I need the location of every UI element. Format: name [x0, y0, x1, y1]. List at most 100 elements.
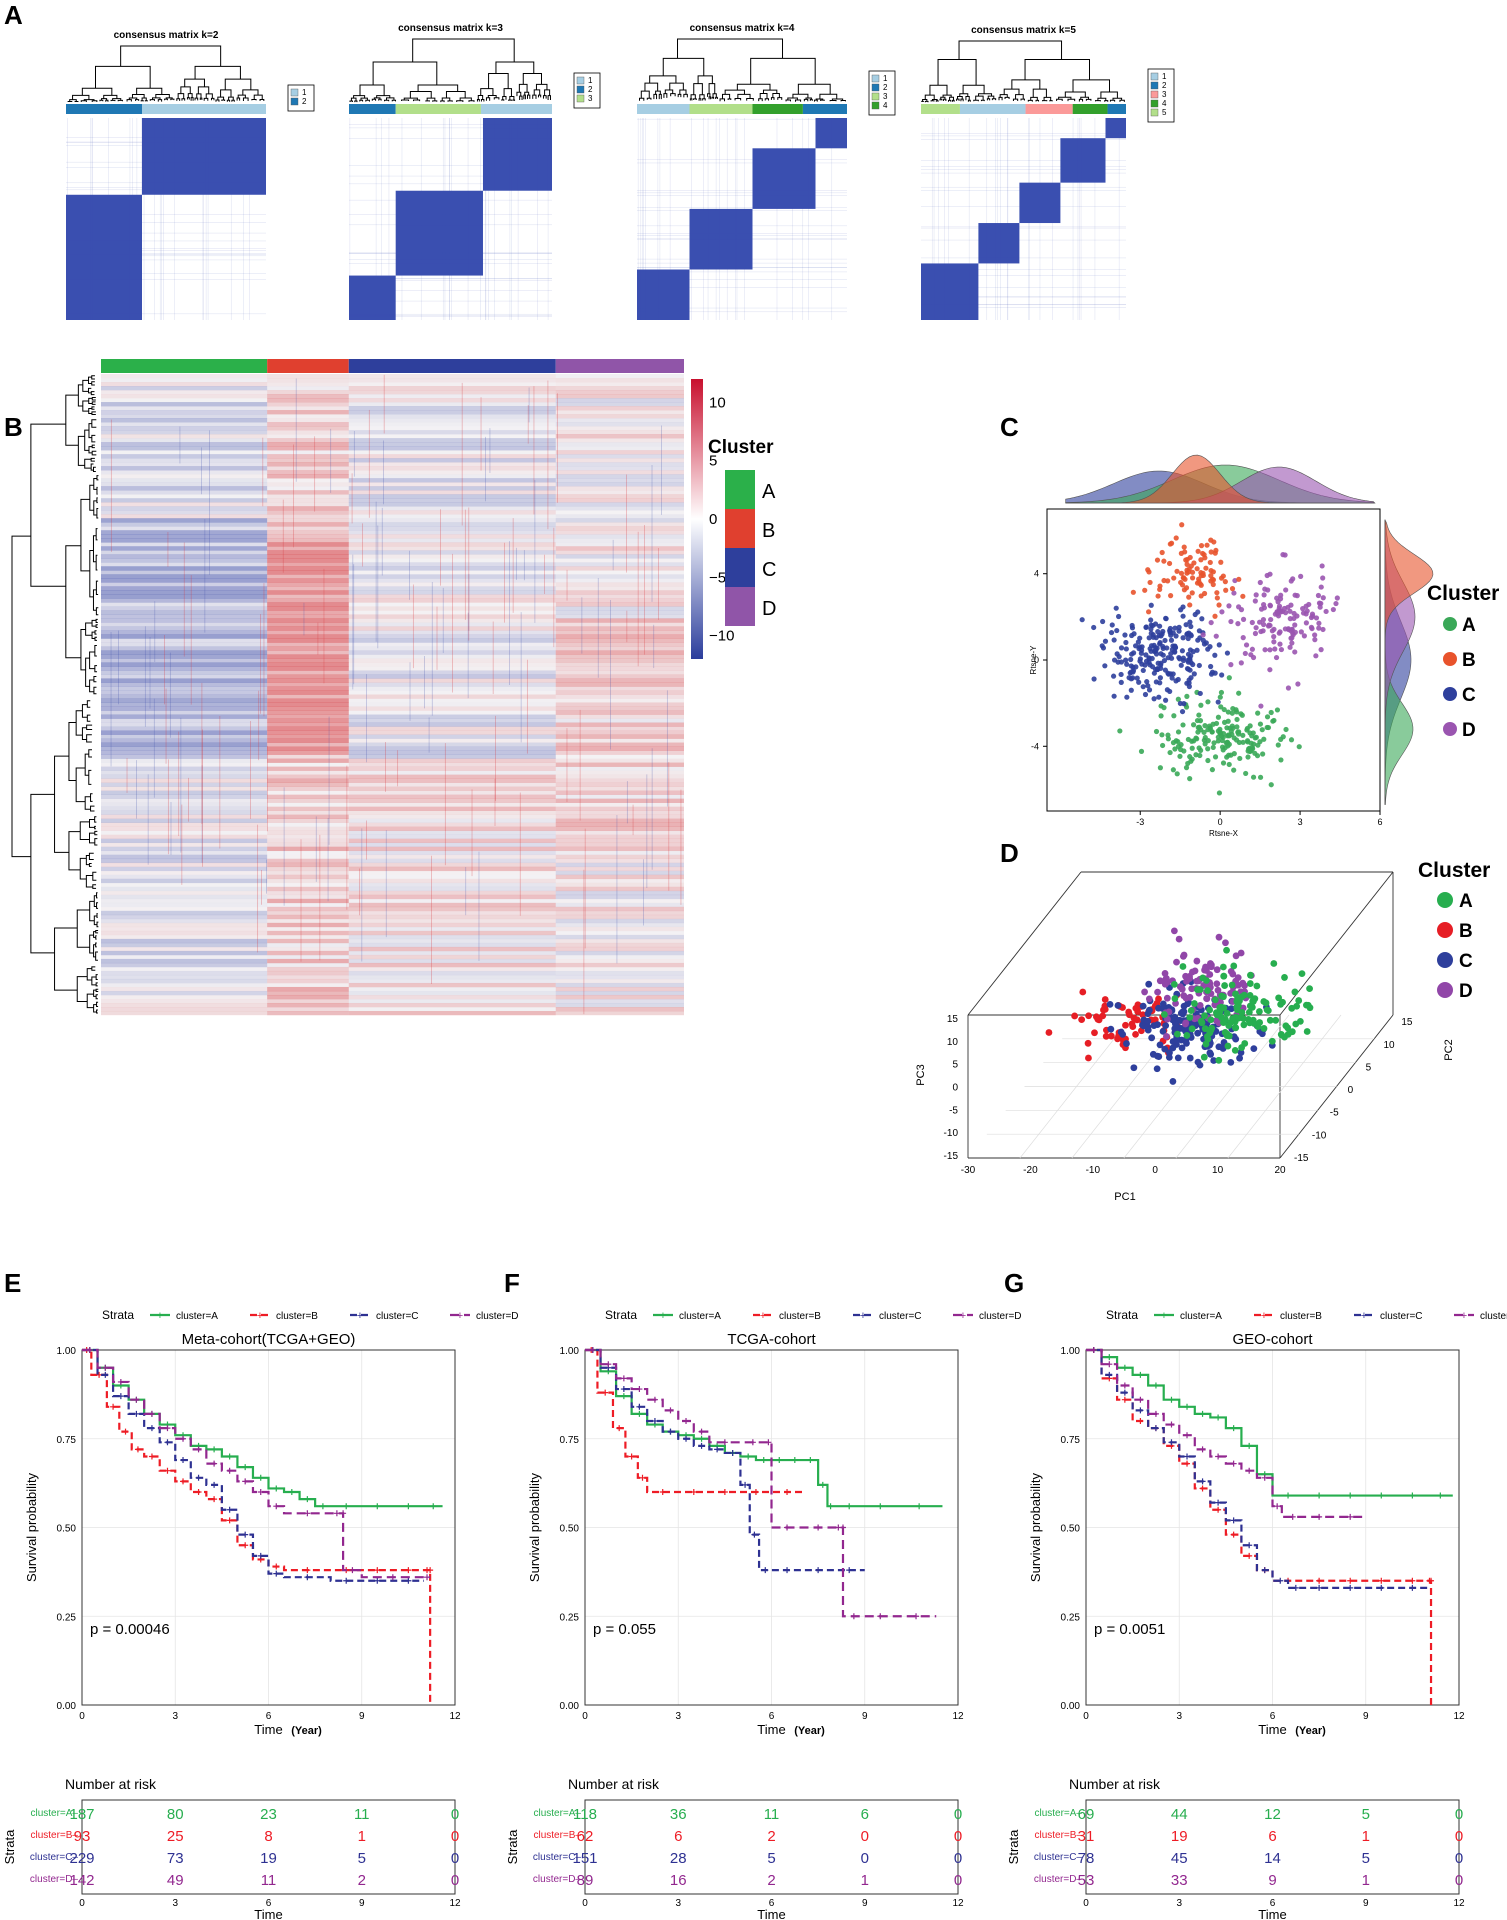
- heatmap-cell-row: [555, 654, 684, 659]
- heatmap-cell-row: [101, 995, 267, 999]
- tsne-point-D: [1200, 632, 1206, 638]
- row-dendrogram-branch: [96, 921, 99, 928]
- tsne-point-A: [1160, 742, 1166, 749]
- km-censor-mark: [1137, 1407, 1144, 1414]
- heatmap-cell-row: [267, 922, 349, 928]
- km-legend-label: cluster=C: [1380, 1311, 1423, 1322]
- tsne-point-D: [1323, 608, 1329, 615]
- panel-label-d: D: [1000, 838, 1019, 868]
- tsne-point-A: [1198, 702, 1204, 708]
- tsne-point-C: [1185, 657, 1191, 663]
- pca-point-A: [1220, 1004, 1227, 1012]
- tsne-point-B: [1236, 576, 1242, 582]
- tsne-point-A: [1271, 717, 1277, 724]
- heatmap-cell-row: [555, 882, 684, 888]
- heatmap-cell-row: [267, 450, 349, 454]
- tsne-point-B: [1191, 560, 1197, 566]
- tsne-point-A: [1217, 730, 1224, 736]
- pca-point-C: [1177, 1009, 1185, 1017]
- tsne-point-A: [1212, 754, 1219, 760]
- risk-table-value: 28: [670, 1850, 687, 1867]
- dendrogram-branch: [190, 97, 194, 101]
- heatmap-cell-row: [348, 734, 556, 739]
- pca-point-A: [1186, 1014, 1194, 1021]
- tsne-point-B: [1155, 593, 1161, 599]
- pca-point-B: [1101, 1002, 1109, 1010]
- heatmap-cell-row: [555, 662, 684, 667]
- heatmap-cell-row: [101, 582, 268, 587]
- pca-point-C: [1236, 1054, 1243, 1062]
- heatmap-cell-row: [555, 970, 684, 976]
- pca-point-A: [1223, 946, 1230, 954]
- dendrogram-branch: [242, 97, 249, 101]
- km-x-tick-label: 0: [1083, 1711, 1089, 1722]
- tsne-point-C: [1091, 676, 1097, 682]
- dendrogram-branch: [186, 97, 190, 100]
- dendrogram-branch: [365, 99, 370, 102]
- dendrogram-branch: [639, 97, 645, 101]
- km-censor-mark: [1261, 1474, 1268, 1481]
- dendrogram-branch: [1056, 98, 1063, 102]
- tsne-point-A: [1194, 717, 1201, 724]
- km-censor-mark: [211, 1446, 218, 1453]
- heatmap-cell-row: [555, 462, 684, 467]
- dendrogram-branch: [787, 97, 798, 100]
- heatmap-cell-row: [267, 694, 349, 699]
- pca-pc1-tick-label: 20: [1274, 1165, 1286, 1176]
- tsne-point-C: [1123, 657, 1129, 663]
- tsne-point-C: [1091, 624, 1097, 631]
- tsne-point-C: [1157, 640, 1163, 646]
- row-dendrogram-branch: [86, 714, 91, 722]
- heatmap-cell-row: [101, 670, 268, 675]
- km-censor-mark: [1184, 1460, 1191, 1467]
- heatmap-cell-row: [101, 398, 267, 402]
- heatmap-cell-row: [555, 722, 684, 727]
- tsne-point-B: [1171, 575, 1177, 581]
- tsne-point-A: [1260, 751, 1266, 757]
- heatmap-cell-row: [101, 694, 268, 699]
- pca-point-B: [1045, 1029, 1053, 1036]
- tsne-point-B: [1213, 547, 1219, 554]
- tsne-legend-label-D: D: [1462, 720, 1476, 741]
- heatmap-cell-row: [348, 462, 556, 467]
- km-censor-mark: [651, 1418, 658, 1424]
- tsne-point-A: [1175, 696, 1181, 702]
- heatmap-cell-row: [348, 854, 556, 860]
- heatmap-cell-row: [267, 378, 349, 383]
- row-dendrogram-branch: [95, 982, 98, 987]
- km-censor-mark: [133, 1410, 140, 1417]
- heatmap-cell-row: [267, 974, 349, 980]
- heatmap-cell-row: [267, 726, 349, 731]
- heatmap-cell-row: [555, 1010, 684, 1016]
- dendrogram-branch: [1041, 100, 1048, 102]
- consensus-block: [689, 208, 753, 270]
- pca-point-B: [1085, 1012, 1093, 1020]
- heatmap-cell-row: [101, 698, 268, 703]
- dendrogram-branch: [1032, 88, 1047, 98]
- heatmap-cell-row: [101, 738, 268, 743]
- heatmap-cell-row: [348, 674, 556, 679]
- risk-table-value: 1: [1362, 1828, 1370, 1845]
- heatmap-cell-row: [101, 502, 268, 507]
- heatmap-cell-row: [101, 538, 268, 543]
- pca-point-A: [1179, 963, 1187, 970]
- tsne-point-C: [1111, 693, 1117, 699]
- km-legend-label: cluster=A: [1180, 1311, 1222, 1322]
- tsne-point-D: [1268, 616, 1274, 623]
- heatmap-cell-row: [267, 1010, 349, 1016]
- km-legend-label: cluster=C: [376, 1311, 419, 1322]
- pca-point-A: [1246, 980, 1254, 987]
- km-censor-mark: [1168, 1396, 1175, 1403]
- row-dendrogram-branch: [54, 927, 78, 991]
- pca-point-A: [1233, 1003, 1241, 1011]
- panel-f-km-tcga-cohort: Strata + cluster=A + cluster=B + cluster=C + clu…: [505, 1308, 1022, 1920]
- consensus-legend-label: 1: [588, 76, 593, 85]
- pca-point-A: [1231, 1024, 1239, 1032]
- pca-point-D: [1222, 939, 1229, 947]
- risk-table-x-tick-label: 3: [1176, 1898, 1182, 1909]
- heatmap-cell-row: [555, 562, 684, 567]
- dendrogram-branch: [532, 94, 537, 99]
- tsne-point-D: [1276, 603, 1283, 609]
- tsne-x-axis-label: Rtsne-X: [1209, 829, 1239, 838]
- tsne-point-A: [1224, 739, 1230, 746]
